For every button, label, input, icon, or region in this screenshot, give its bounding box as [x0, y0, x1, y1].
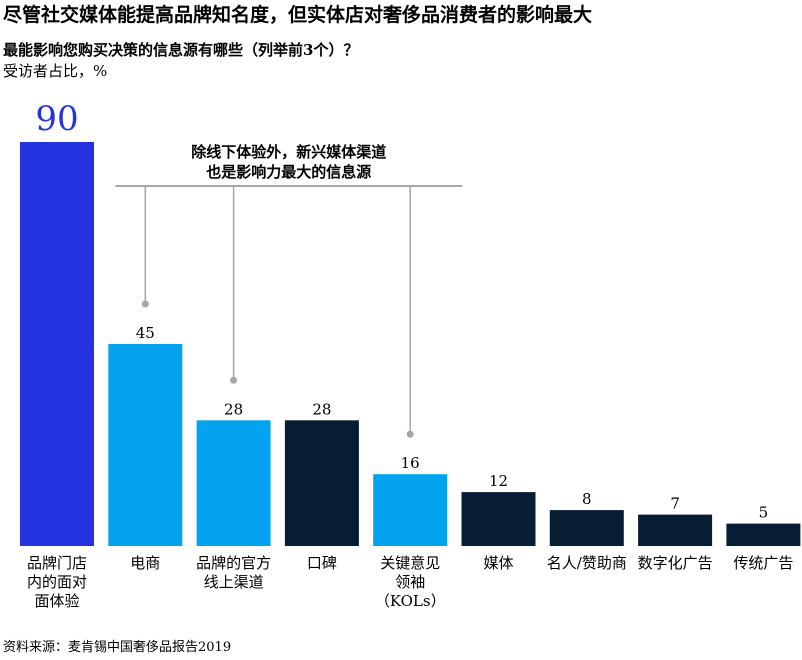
data-label: 28: [312, 400, 331, 418]
category-label: 品牌门店: [27, 554, 87, 572]
data-label: 7: [670, 495, 680, 513]
bar: [726, 523, 801, 546]
category-label: 内的面对: [27, 573, 87, 591]
category-label: （KOLs）: [375, 592, 446, 610]
data-label: 28: [224, 400, 243, 418]
bar: [196, 420, 271, 546]
category-label: 传统广告: [733, 554, 793, 572]
category-label: 电商: [130, 554, 160, 572]
bar: [108, 344, 183, 546]
category-label: 领袖: [395, 573, 425, 591]
unit-label: 受访者占比，%: [3, 62, 108, 80]
annotation-text: 除线下体验外，新兴媒体渠道: [191, 143, 386, 161]
annotation-dot: [230, 376, 238, 384]
bar: [549, 510, 624, 546]
data-label: 16: [401, 454, 420, 472]
bar: [461, 492, 536, 546]
data-label: 45: [136, 324, 155, 342]
category-label: 品牌的官方: [196, 554, 271, 572]
data-label-highlight: 90: [35, 99, 78, 139]
annotation-text: 也是影响力最大的信息源: [206, 163, 371, 181]
category-label: 名人/赞助商: [547, 554, 627, 572]
bar: [20, 142, 94, 546]
page-title: 尽管社交媒体能提高品牌知名度，但实体店对奢侈品消费者的影响最大: [3, 4, 593, 26]
annotation-dot: [406, 430, 414, 438]
bar: [284, 420, 359, 546]
data-label: 8: [582, 490, 592, 508]
bar: [638, 514, 713, 546]
data-label: 5: [759, 504, 769, 522]
data-label: 12: [489, 472, 508, 490]
category-label: 面体验: [34, 592, 79, 610]
source-note: 资料来源：麦肯锡中国奢侈品报告2019: [3, 640, 232, 655]
bar: [373, 474, 448, 546]
category-label: 数字化广告: [638, 554, 713, 572]
annotation-dot: [141, 300, 149, 308]
category-label: 口碑: [307, 554, 337, 572]
category-label: 线上渠道: [204, 573, 264, 591]
category-label: 关键意见: [380, 554, 440, 572]
chart-question: 最能影响您购买决策的信息源有哪些（列举前3个）？: [3, 41, 359, 59]
category-label: 媒体: [483, 554, 513, 572]
